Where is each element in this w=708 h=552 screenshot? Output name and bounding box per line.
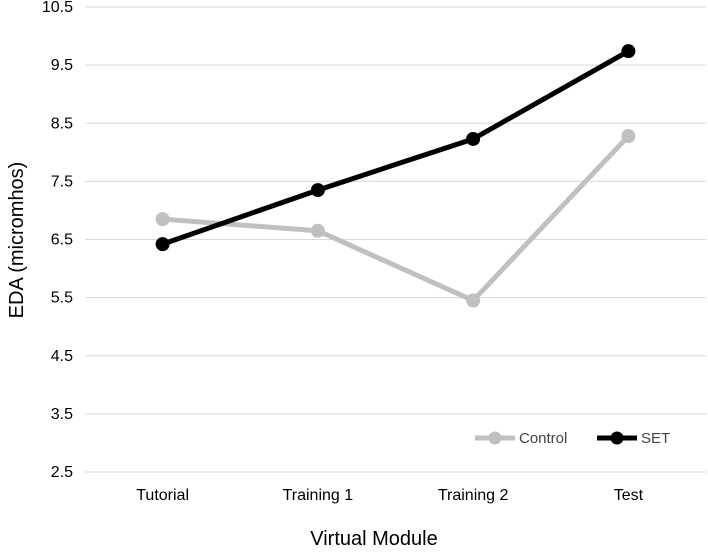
series-control bbox=[155, 129, 636, 308]
y-tick-label: 5.5 bbox=[51, 290, 73, 307]
series-line bbox=[160, 48, 631, 247]
series-line bbox=[160, 133, 631, 304]
y-axis-ticks: 2.5 3.5 4.5 5.5 6.5 7.5 8.5 9.5 10.5 bbox=[42, 0, 73, 481]
legend-control-marker bbox=[488, 431, 502, 445]
y-tick-label: 2.5 bbox=[51, 464, 73, 481]
x-axis-title: Virtual Module bbox=[310, 528, 437, 550]
data-point bbox=[621, 44, 636, 59]
y-axis-title: EDA (micromhos) bbox=[6, 162, 28, 319]
y-tick-label: 10.5 bbox=[42, 0, 73, 16]
y-tick-label: 4.5 bbox=[51, 348, 73, 365]
data-point bbox=[155, 212, 170, 227]
x-tick-label: Test bbox=[614, 487, 644, 504]
x-tick-label: Training 1 bbox=[283, 487, 354, 504]
series-lines bbox=[155, 44, 636, 308]
data-point bbox=[466, 293, 481, 308]
legend-set-label: SET bbox=[641, 430, 670, 447]
series-set bbox=[155, 44, 636, 252]
y-tick-label: 9.5 bbox=[51, 57, 73, 74]
y-tick-label: 6.5 bbox=[51, 232, 73, 249]
y-tick-label: 7.5 bbox=[51, 173, 73, 190]
y-tick-label: 3.5 bbox=[51, 406, 73, 423]
x-axis-ticks: Tutorial Training 1 Training 2 Test bbox=[136, 487, 643, 504]
legend-control-label: Control bbox=[519, 430, 567, 447]
data-point bbox=[310, 223, 325, 238]
x-tick-label: Training 2 bbox=[438, 487, 509, 504]
data-point bbox=[155, 237, 170, 252]
data-point bbox=[466, 131, 481, 146]
data-point bbox=[310, 183, 325, 198]
legend-set-marker bbox=[610, 431, 624, 445]
data-point bbox=[621, 129, 636, 144]
gridlines bbox=[85, 6, 706, 473]
x-tick-label: Tutorial bbox=[136, 487, 189, 504]
legend: Control SET bbox=[475, 430, 670, 447]
y-tick-label: 8.5 bbox=[51, 115, 73, 132]
